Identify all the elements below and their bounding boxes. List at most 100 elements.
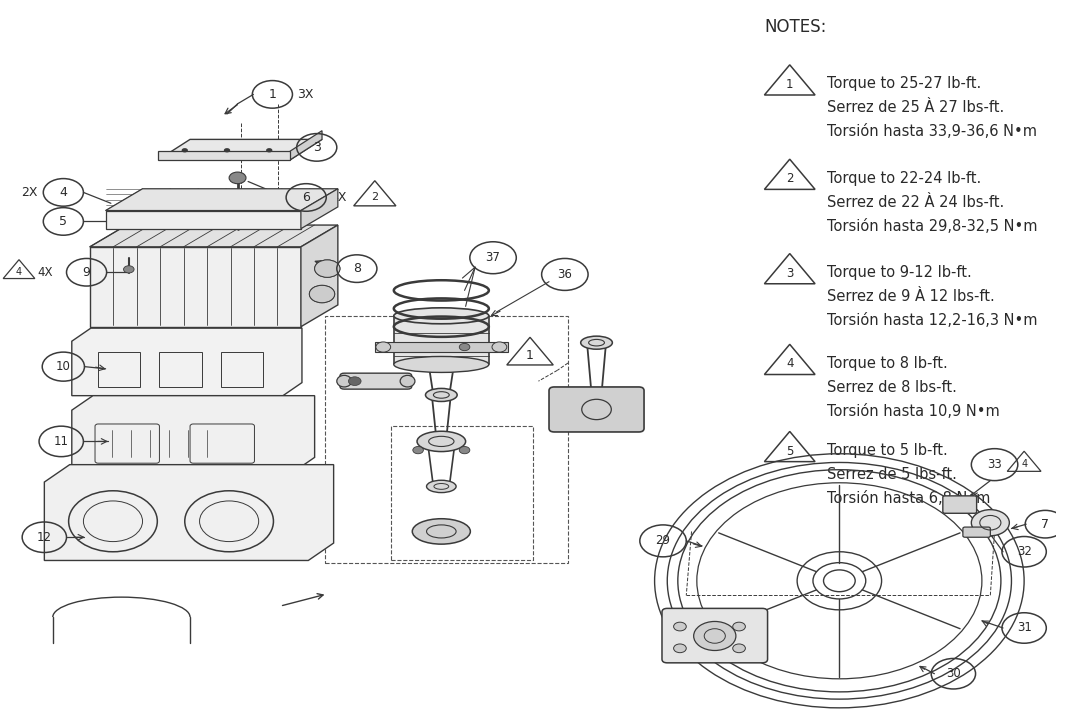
Ellipse shape [393,356,489,372]
Circle shape [229,172,246,184]
Ellipse shape [393,308,489,324]
Polygon shape [105,189,338,211]
Circle shape [460,343,469,351]
Polygon shape [105,211,301,229]
Text: 37: 37 [486,251,501,264]
Bar [393,316,489,364]
Text: Torque to 8 lb-ft.: Torque to 8 lb-ft. [827,356,947,371]
Circle shape [971,510,1009,536]
Text: Torsión hasta 29,8-32,5 N•m: Torsión hasta 29,8-32,5 N•m [827,219,1037,234]
Polygon shape [291,131,322,160]
Text: 3X: 3X [297,88,313,101]
Ellipse shape [426,388,457,401]
FancyBboxPatch shape [943,496,977,513]
Ellipse shape [417,431,466,452]
Bar [375,342,507,352]
Text: 5: 5 [60,215,67,228]
Circle shape [694,621,736,650]
Circle shape [376,342,390,352]
Circle shape [492,342,507,352]
Bar [221,352,263,387]
Text: Torsión hasta 12,2-16,3 N•m: Torsión hasta 12,2-16,3 N•m [827,313,1037,328]
Text: 32: 32 [1017,545,1032,558]
Polygon shape [90,225,338,247]
Text: Serrez de 25 À 27 lbs-ft.: Serrez de 25 À 27 lbs-ft. [827,100,1004,115]
Ellipse shape [337,375,351,387]
Text: Serrez de 8 lbs-ft.: Serrez de 8 lbs-ft. [827,380,956,395]
FancyBboxPatch shape [340,373,412,389]
Circle shape [673,644,686,653]
Polygon shape [72,396,314,472]
Polygon shape [301,189,338,229]
Text: Serrez de 22 À 24 lbs-ft.: Serrez de 22 À 24 lbs-ft. [827,195,1004,210]
Circle shape [348,377,361,386]
FancyBboxPatch shape [662,608,767,663]
Text: Serrez de 5 lbs-ft.: Serrez de 5 lbs-ft. [827,467,956,482]
FancyBboxPatch shape [549,387,644,432]
Circle shape [314,260,340,277]
Text: 29: 29 [656,534,671,547]
Text: Torque to 22-24 lb-ft.: Torque to 22-24 lb-ft. [827,171,981,186]
Circle shape [413,446,424,454]
Bar [99,352,141,387]
Text: Torque to 5 lb-ft.: Torque to 5 lb-ft. [827,443,947,458]
Text: Torque to 25-27 lb-ft.: Torque to 25-27 lb-ft. [827,76,981,91]
Text: 4: 4 [60,186,67,199]
Text: 2: 2 [786,172,793,185]
Text: 31: 31 [1017,621,1032,635]
Text: 3: 3 [786,266,793,280]
Text: Torsión hasta 10,9 N•m: Torsión hasta 10,9 N•m [827,404,999,419]
Text: 1: 1 [269,88,276,101]
Text: 1: 1 [526,348,534,362]
Circle shape [309,285,335,303]
Text: NOTES:: NOTES: [764,18,827,36]
Circle shape [733,644,746,653]
Text: 8: 8 [353,262,361,275]
Text: 4: 4 [16,267,22,277]
Text: Torsión hasta 33,9-36,6 N•m: Torsión hasta 33,9-36,6 N•m [827,124,1036,139]
Text: 5: 5 [786,444,793,457]
Bar [159,352,202,387]
Text: 7: 7 [1042,518,1049,531]
Text: 36: 36 [557,268,572,281]
Text: 4X: 4X [37,266,52,279]
Text: 3: 3 [313,141,321,154]
Circle shape [309,285,335,303]
Text: 30: 30 [946,667,960,680]
Polygon shape [44,465,334,560]
Text: 9: 9 [82,266,90,279]
Text: 12: 12 [37,531,52,544]
Text: 6: 6 [302,191,310,204]
Polygon shape [301,225,338,327]
Circle shape [314,260,340,277]
Polygon shape [158,139,322,160]
FancyBboxPatch shape [963,527,991,537]
Circle shape [460,446,469,454]
Circle shape [266,148,272,152]
Text: 2X: 2X [21,186,38,199]
Circle shape [673,622,686,631]
Ellipse shape [426,481,456,493]
Text: 10: 10 [56,360,70,373]
Polygon shape [72,328,302,396]
Text: 11: 11 [54,435,68,448]
Bar [390,426,533,560]
Text: Torsión hasta 6,8 N•m: Torsión hasta 6,8 N•m [827,491,990,506]
Text: 4X: 4X [331,191,347,204]
Polygon shape [90,247,301,327]
Text: 1: 1 [786,78,793,91]
Text: 2: 2 [371,192,378,202]
Polygon shape [158,151,291,160]
Circle shape [124,266,134,273]
Text: 33: 33 [988,458,1002,471]
Circle shape [733,622,746,631]
Ellipse shape [412,518,470,544]
Bar [325,316,568,563]
Circle shape [182,148,188,152]
Circle shape [223,148,230,152]
Text: Torque to 9-12 lb-ft.: Torque to 9-12 lb-ft. [827,265,971,280]
Text: 4: 4 [1021,460,1028,469]
Text: Serrez de 9 À 12 lbs-ft.: Serrez de 9 À 12 lbs-ft. [827,289,994,304]
Ellipse shape [581,336,612,349]
Ellipse shape [400,375,415,387]
